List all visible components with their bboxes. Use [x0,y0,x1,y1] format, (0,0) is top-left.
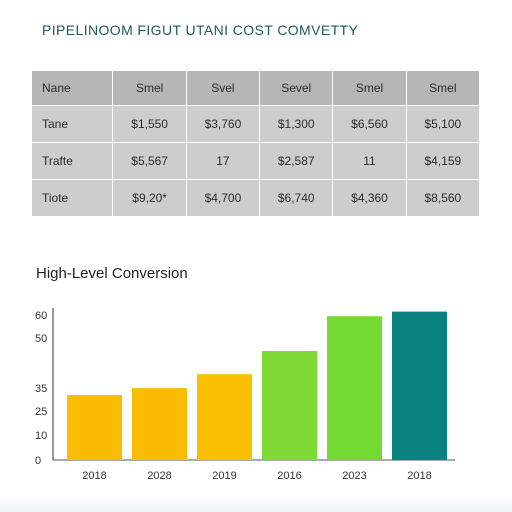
table-row: Tiote $9,20* $4,700 $6,740 $4,360 $8,560 [30,179,481,217]
bar [67,395,122,460]
bar [197,374,252,460]
table-cell: 11 [332,142,407,180]
table-cell: $4,360 [332,179,407,217]
x-tick-label: 2019 [212,470,236,482]
y-tick-label: 60 [35,310,47,322]
bars [67,311,447,460]
table-cell: 17 [185,142,261,180]
table-cell: $4,159 [405,142,481,180]
bar-chart-svg: 0 10 25 35 50 60 2018 2028 2019 2016 2023 2018 [35,308,455,482]
column-header: Smel [332,70,407,106]
table-row: Trafte $5,567 17 $2,587 11 $4,159 [30,142,481,180]
table-cell: $2,587 [259,142,334,180]
y-tick-label: 50 [35,333,47,345]
bar [392,311,447,460]
x-tick-label: 2028 [147,470,171,482]
y-tick-label: 25 [35,406,47,418]
table-cell: Tiote [30,179,114,217]
table-cell: Tane [30,105,114,143]
column-header: Smel [405,70,481,106]
table-cell: $5,100 [405,105,481,143]
table-cell: $3,760 [185,105,261,143]
x-axis-labels: 2018 2028 2019 2016 2023 2018 [82,470,431,482]
y-tick-label: 35 [35,383,47,395]
x-tick-label: 2023 [342,470,366,482]
cost-table: Nane Smel Svel Sevel Smel Smel Tane $1,5… [30,70,481,217]
column-header: Smel [112,70,187,106]
table-cell: Trafte [30,142,114,180]
table-cell: $4,700 [185,179,261,217]
footer-strip [0,494,512,512]
table-cell: $9,20* [112,179,187,217]
page-title: PIPELINOOM FIGUT UTANI COST COMVETTY [42,22,359,38]
table-cell: $6,740 [259,179,334,217]
y-tick-label: 10 [35,430,47,442]
table-cell: $8,560 [405,179,481,217]
bar-chart: 0 10 25 35 50 60 2018 2028 2019 2016 2023 2018 [0,290,512,495]
chart-title: High-Level Conversion [36,265,188,282]
table-cell: $1,300 [259,105,334,143]
y-tick-label: 0 [35,455,41,467]
x-tick-label: 2016 [277,470,301,482]
x-tick-label: 2018 [407,470,431,482]
bar [262,351,317,460]
table-header-row: Nane Smel Svel Sevel Smel Smel [30,70,481,106]
table-cell: $5,567 [112,142,187,180]
table-row: Tane $1,550 $3,760 $1,300 $6,560 $5,100 [30,105,481,143]
table-cell: $1,550 [112,105,187,143]
column-header: Sevel [259,70,334,106]
column-header: Svel [185,70,261,106]
table-cell: $6,560 [332,105,407,143]
x-tick-label: 2018 [82,470,106,482]
bar [132,388,187,460]
column-header: Nane [30,70,114,106]
bar [327,316,382,460]
